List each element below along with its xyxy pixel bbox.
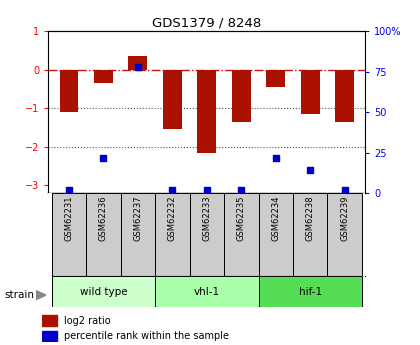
Point (100, 155, 107, 160)
Point (169, 187, 176, 193)
Text: hif-1: hif-1 (299, 287, 322, 296)
Bar (259, 276, 362, 307)
Text: GSM62232: GSM62232 (168, 196, 177, 241)
Bar (121, 193, 155, 276)
Text: log2 ratio: log2 ratio (64, 316, 110, 326)
Bar (52, 193, 86, 276)
Point (134, 64, 141, 69)
Text: GSM62233: GSM62233 (202, 196, 211, 241)
Text: GSM62237: GSM62237 (134, 196, 142, 241)
Bar (335, 70, 354, 122)
Text: GSM62236: GSM62236 (99, 196, 108, 241)
Bar (42, 331, 57, 342)
Text: percentile rank within the sample: percentile rank within the sample (64, 331, 229, 341)
Bar (60, 70, 79, 112)
Text: wild type: wild type (80, 287, 127, 296)
Bar (328, 193, 362, 276)
Bar (232, 70, 251, 122)
Point (204, 187, 210, 193)
Text: vhl-1: vhl-1 (194, 287, 220, 296)
Bar (52, 276, 155, 307)
Bar (259, 193, 293, 276)
Bar (266, 70, 285, 87)
Text: GSM62231: GSM62231 (65, 196, 73, 241)
Text: GSM62235: GSM62235 (237, 196, 246, 241)
Polygon shape (36, 290, 46, 300)
Point (238, 187, 245, 193)
Bar (86, 193, 121, 276)
Text: GSM62238: GSM62238 (306, 196, 315, 241)
Title: GDS1379 / 8248: GDS1379 / 8248 (152, 17, 262, 30)
Bar (189, 193, 224, 276)
Bar (293, 193, 328, 276)
Point (273, 155, 279, 160)
Bar (42, 315, 57, 326)
Bar (301, 70, 320, 114)
Point (66, 187, 72, 193)
Bar (224, 193, 259, 276)
Bar (163, 70, 182, 129)
Text: strain: strain (4, 290, 34, 300)
Text: GSM62234: GSM62234 (271, 196, 280, 241)
Bar (197, 70, 216, 152)
Bar (94, 70, 113, 83)
Bar (129, 56, 147, 70)
Point (341, 187, 348, 193)
Text: GSM62239: GSM62239 (340, 196, 349, 241)
Point (307, 168, 314, 173)
Bar (155, 193, 189, 276)
Bar (155, 276, 259, 307)
